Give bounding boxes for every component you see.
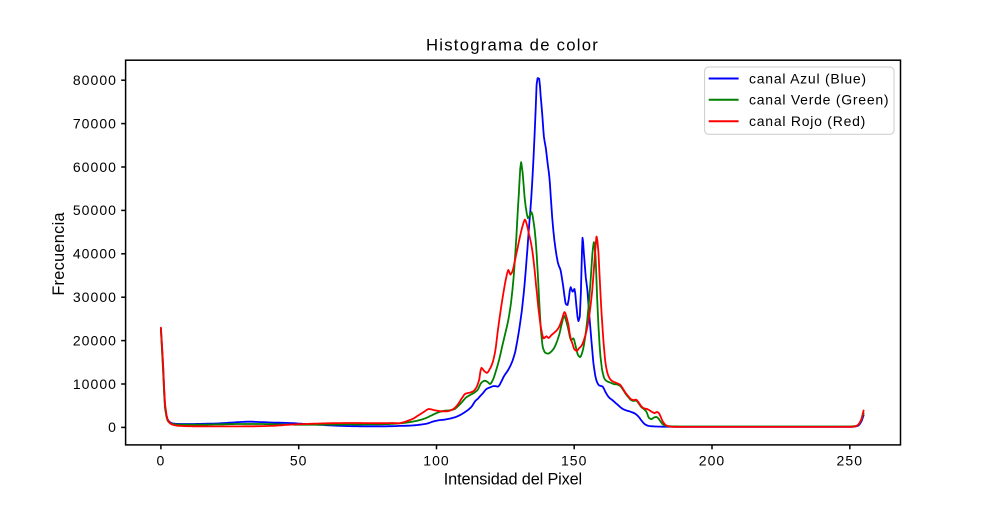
svg-text:250: 250 [837,453,864,469]
svg-text:30000: 30000 [73,289,117,305]
svg-text:Histograma de color: Histograma de color [426,35,599,54]
svg-text:Intensidad del Pixel: Intensidad del Pixel [444,471,582,489]
svg-text:50000: 50000 [73,202,117,218]
svg-text:0: 0 [156,453,165,469]
svg-text:canal Rojo (Red): canal Rojo (Red) [749,113,866,129]
svg-text:20000: 20000 [73,332,117,348]
svg-text:70000: 70000 [73,115,117,131]
svg-text:Frecuencia: Frecuencia [50,211,68,295]
svg-text:150: 150 [561,453,588,469]
svg-text:canal Azul (Blue): canal Azul (Blue) [749,70,867,86]
svg-text:canal Verde (Green): canal Verde (Green) [749,92,889,108]
svg-text:200: 200 [699,453,726,469]
svg-text:80000: 80000 [73,72,117,88]
svg-text:50: 50 [290,453,308,469]
svg-text:0: 0 [108,419,117,435]
svg-text:10000: 10000 [73,376,117,392]
svg-text:100: 100 [423,453,450,469]
svg-text:60000: 60000 [73,159,117,175]
svg-text:40000: 40000 [73,246,117,262]
